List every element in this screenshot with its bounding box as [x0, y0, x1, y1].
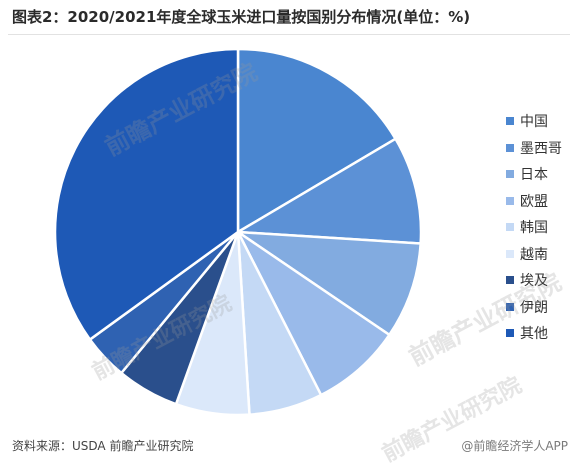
pie-slice-9	[53, 47, 240, 342]
legend-label: 越南	[520, 246, 548, 263]
legend-swatch	[506, 276, 514, 285]
legend-label: 其他	[520, 326, 548, 343]
legend-item: 欧盟	[506, 188, 562, 215]
legend-swatch	[506, 302, 514, 311]
legend-item: 墨西哥	[506, 135, 562, 162]
legend-item: 日本	[506, 161, 562, 188]
legend-swatch	[506, 170, 514, 179]
legend-swatch	[506, 249, 514, 258]
legend-label: 欧盟	[520, 193, 548, 210]
pie-slice-1	[236, 47, 398, 235]
legend-label: 日本	[520, 167, 548, 184]
legend-label: 埃及	[520, 273, 548, 290]
legend-label: 韩国	[520, 220, 548, 237]
legend-swatch	[506, 196, 514, 205]
legend-item: 其他	[506, 320, 562, 347]
legend-swatch	[506, 143, 514, 152]
pie-slice-2	[233, 137, 423, 245]
legend-item: 韩国	[506, 214, 562, 241]
legend-swatch	[506, 329, 514, 338]
pie-slices	[53, 47, 423, 417]
pie-slice-4	[236, 230, 392, 397]
legend-item: 埃及	[506, 267, 562, 294]
legend-item: 越南	[506, 241, 562, 268]
title-divider	[8, 34, 570, 35]
chart-legend: 中国墨西哥日本欧盟韩国越南埃及伊朗其他	[506, 108, 562, 347]
legend-swatch	[506, 223, 514, 232]
legend-item: 伊朗	[506, 294, 562, 321]
pie-slice-3	[233, 230, 422, 337]
legend-swatch	[506, 117, 514, 126]
credit-watermark: @前瞻经济学人APP	[461, 439, 568, 453]
legend-label: 墨西哥	[520, 140, 562, 157]
legend-item: 中国	[506, 108, 562, 135]
legend-label: 伊朗	[520, 299, 548, 316]
source-note: 资料来源：USDA 前瞻产业研究院	[12, 439, 194, 453]
legend-label: 中国	[520, 114, 548, 131]
chart-title: 图表2：2020/2021年度全球玉米进口量按国别分布情况(单位：%)	[12, 8, 471, 26]
